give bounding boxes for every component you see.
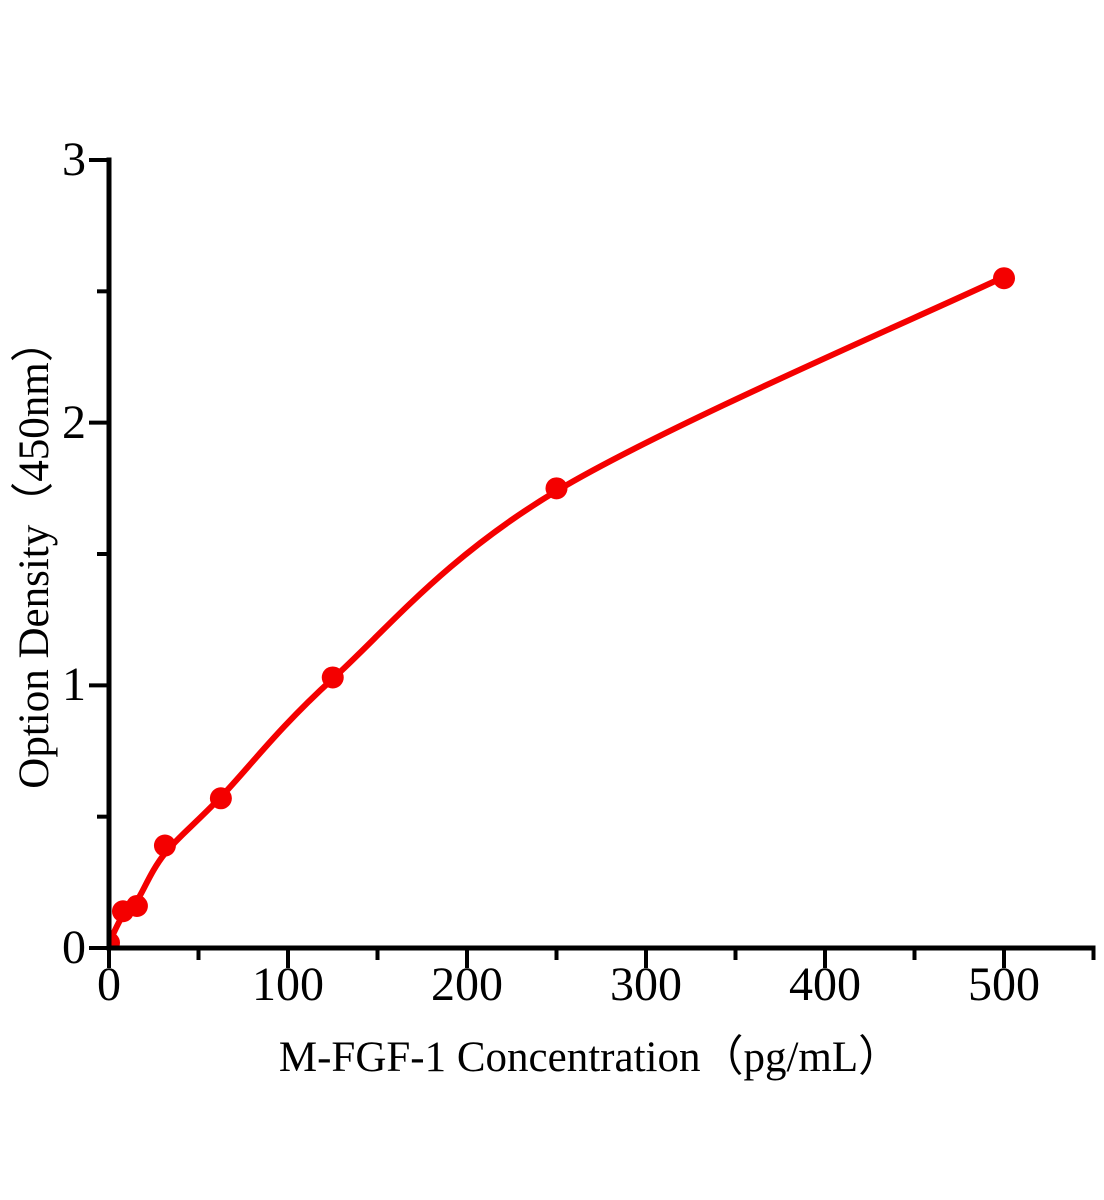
standard-curve-line [111, 273, 1007, 945]
y-tick-label: 1 [62, 658, 86, 712]
series-group [111, 267, 1015, 946]
data-point [153, 834, 176, 857]
data-point [993, 267, 1015, 290]
x-tick-label: 400 [789, 958, 861, 1011]
data-point [209, 787, 232, 810]
x-axis-title: M-FGF-1 Concentration（pg/mL） [278, 1034, 902, 1081]
x-tick-label: 200 [431, 958, 503, 1011]
x-tick-label: 300 [610, 958, 682, 1011]
y-tick-label: 3 [62, 133, 86, 186]
x-tick-label: 500 [968, 958, 1040, 1011]
y-tick-label: 2 [62, 395, 86, 449]
x-tick-label: 0 [97, 958, 121, 1011]
data-point [321, 666, 344, 689]
y-tick-label: 0 [62, 921, 86, 974]
data-point [111, 932, 120, 946]
x-tick-label: 100 [252, 958, 324, 1011]
y-axis-title: Option Density（450nm） [11, 319, 59, 789]
data-point [545, 477, 568, 500]
data-point [125, 894, 148, 917]
